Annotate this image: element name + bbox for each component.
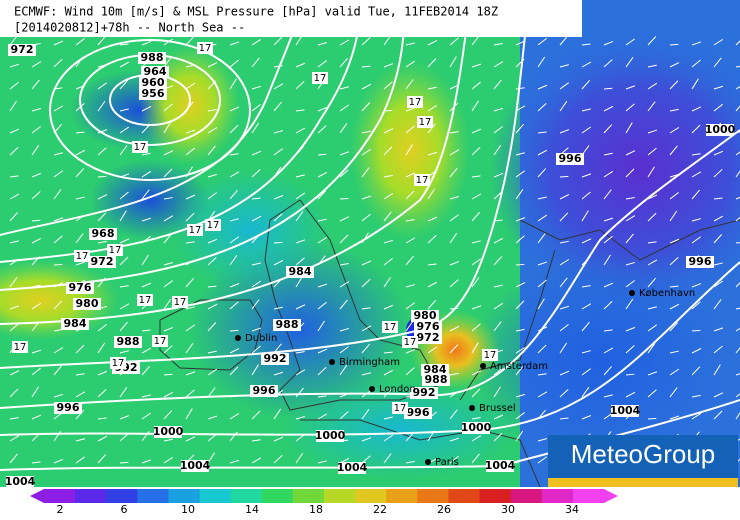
colorbar-step	[75, 489, 107, 503]
wind-label: 17	[76, 251, 89, 262]
city-label: London	[379, 384, 416, 395]
isobar-label: 1004	[610, 404, 641, 417]
isobar-label: 996	[689, 255, 712, 268]
colorbar-step	[573, 489, 605, 503]
colorbar-step	[293, 489, 325, 503]
wind-label: 17	[189, 225, 202, 236]
colorbar-step	[168, 489, 200, 503]
wind-label: 17	[14, 342, 27, 353]
isobar-label: 1004	[5, 475, 36, 488]
colorbar-label: 26	[437, 503, 451, 516]
colorbar-label: 18	[309, 503, 323, 516]
city-dot	[425, 459, 431, 465]
isobar-label: 984	[64, 317, 87, 330]
city-label: København	[639, 288, 695, 299]
isobar-label: 980	[76, 297, 99, 310]
colorbar-step	[137, 489, 169, 503]
wind-label: 17	[112, 358, 125, 369]
colorbar-step	[386, 489, 418, 503]
colorbar-label: 22	[373, 503, 387, 516]
wind-label: 17	[419, 117, 432, 128]
isobar-label: 956	[142, 87, 165, 100]
colorbar-step	[44, 489, 76, 503]
colorbar-step	[480, 489, 512, 503]
colorbar-step	[355, 489, 387, 503]
isobar-label: 988	[117, 335, 140, 348]
colorbar-label: 30	[501, 503, 515, 516]
wind-label: 17	[139, 295, 152, 306]
colorbar-label: 34	[565, 503, 579, 516]
isobar-label: 972	[417, 331, 440, 344]
logo-text: MeteoGroup	[571, 439, 716, 469]
isobar-label: 1004	[180, 459, 211, 472]
isobar-label: 972	[91, 255, 114, 268]
header-line: [2014020812]+78h -- North Sea --	[14, 21, 245, 35]
isobar-label: 996	[57, 401, 80, 414]
city-dot	[369, 386, 375, 392]
colorbar-step	[542, 489, 574, 503]
header-line: ECMWF: Wind 10m [m/s] & MSL Pressure [hP…	[14, 5, 498, 19]
colorbar-step	[231, 489, 263, 503]
isobar-label: 988	[276, 318, 299, 331]
isobar-label: 996	[253, 384, 276, 397]
isobar-label: 1000	[705, 123, 736, 136]
colorbar-step	[200, 489, 232, 503]
isobar-label: 1000	[153, 425, 184, 438]
isobar-label: 972	[11, 43, 34, 56]
wind-label: 17	[404, 337, 417, 348]
wind-label: 17	[109, 245, 122, 256]
isobar-label: 996	[559, 152, 582, 165]
logo: MeteoGroup	[548, 435, 738, 487]
colorbar-step	[511, 489, 543, 503]
isobar-label: 988	[141, 51, 164, 64]
header: ECMWF: Wind 10m [m/s] & MSL Pressure [hP…	[0, 0, 582, 37]
city-label: Birmingham	[339, 357, 400, 368]
isobar-label: 976	[69, 281, 92, 294]
isobar-label: 1004	[485, 459, 516, 472]
wind-label: 17	[394, 403, 407, 414]
wind-label: 17	[484, 350, 497, 361]
isobar-label: 984	[289, 265, 312, 278]
colorbar-label: 10	[181, 503, 195, 516]
colorbar-step	[324, 489, 356, 503]
colorbar-step	[262, 489, 294, 503]
colorbar-label: 14	[245, 503, 259, 516]
city-dot	[469, 405, 475, 411]
isobar-label: 996	[407, 406, 430, 419]
isobar-label: 1000	[315, 429, 346, 442]
colorbar-step	[448, 489, 480, 503]
isobar-label: 1000	[461, 421, 492, 434]
colorbar-step	[106, 489, 138, 503]
wind-label: 17	[134, 142, 147, 153]
wind-label: 17	[409, 97, 422, 108]
isobar-label: 992	[413, 386, 436, 399]
city-dot	[480, 363, 486, 369]
wind-label: 17	[207, 220, 220, 231]
city-label: Amsterdam	[490, 361, 548, 372]
city-dot	[235, 335, 241, 341]
isobar-label: 988	[425, 373, 448, 386]
wind-label: 17	[154, 336, 167, 347]
colorbar-label: 6	[121, 503, 128, 516]
isobar-label: 1004	[337, 461, 368, 474]
city-label: Brussel	[479, 403, 516, 414]
wind-label: 17	[199, 43, 212, 54]
colorbar-label: 2	[57, 503, 64, 516]
colorbar-step	[417, 489, 449, 503]
wind-label: 17	[314, 73, 327, 84]
wind-label: 17	[174, 297, 187, 308]
isobar-label: 968	[92, 227, 115, 240]
city-dot	[329, 359, 335, 365]
city-dot	[629, 290, 635, 296]
city-label: Dublin	[245, 333, 277, 344]
wind-label: 17	[416, 175, 429, 186]
city-label: Paris	[435, 457, 459, 468]
wind-label: 17	[384, 322, 397, 333]
isobar-label: 992	[264, 352, 287, 365]
